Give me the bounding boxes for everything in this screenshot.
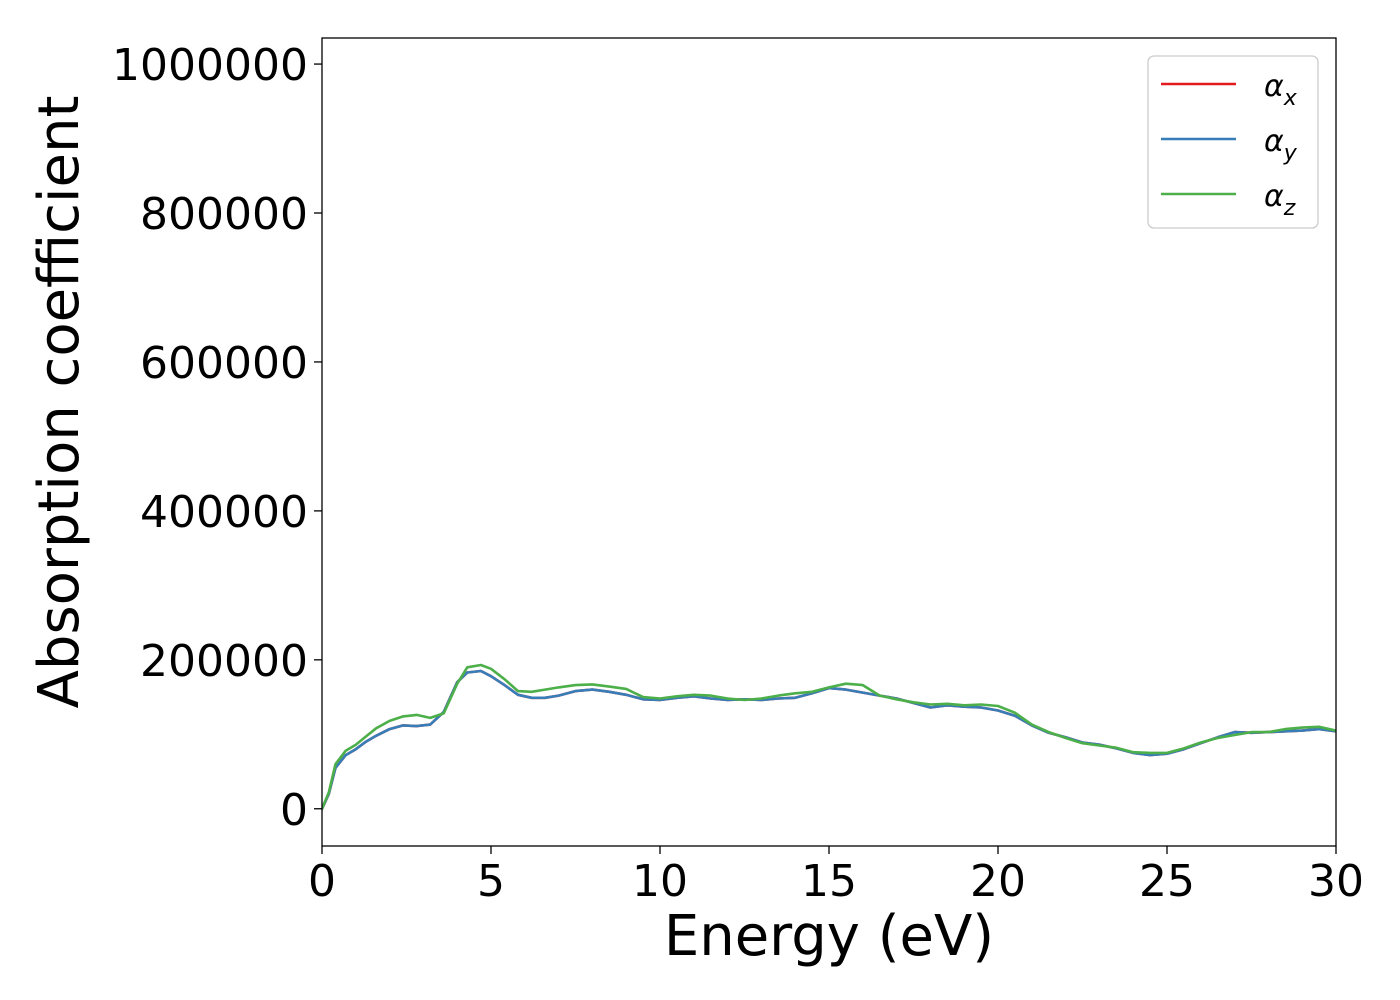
y-tick-label: 1000000 [112,40,308,91]
y-tick-label: 800000 [140,189,308,240]
x-axis-label: Energy (eV) [664,904,994,969]
y-axis-label: Absorption coefficient [27,96,92,709]
y-tick-label: 200000 [140,636,308,687]
x-tick-label: 15 [801,856,857,907]
x-tick-label: 0 [308,856,336,907]
legend-label-z: αz [1264,179,1296,221]
y-axis-ticks: 0 200000 400000 600000 800000 1000000 [112,40,322,836]
x-axis-ticks: 0 5 10 15 20 25 30 [308,846,1364,907]
x-tick-label: 10 [632,856,688,907]
y-tick-label: 400000 [140,487,308,538]
legend: αx αy αz [1147,55,1319,229]
x-tick-label: 20 [970,856,1026,907]
y-tick-label: 0 [280,785,308,836]
y-tick-label: 600000 [140,338,308,389]
x-tick-label: 5 [477,856,505,907]
legend-label-y: αy [1264,124,1298,166]
legend-box [1147,55,1319,229]
legend-label-x: αx [1264,69,1298,111]
series-layer [322,663,1336,811]
x-tick-label: 30 [1308,856,1364,907]
x-tick-label: 25 [1139,856,1195,907]
series-line-z [322,663,1336,811]
